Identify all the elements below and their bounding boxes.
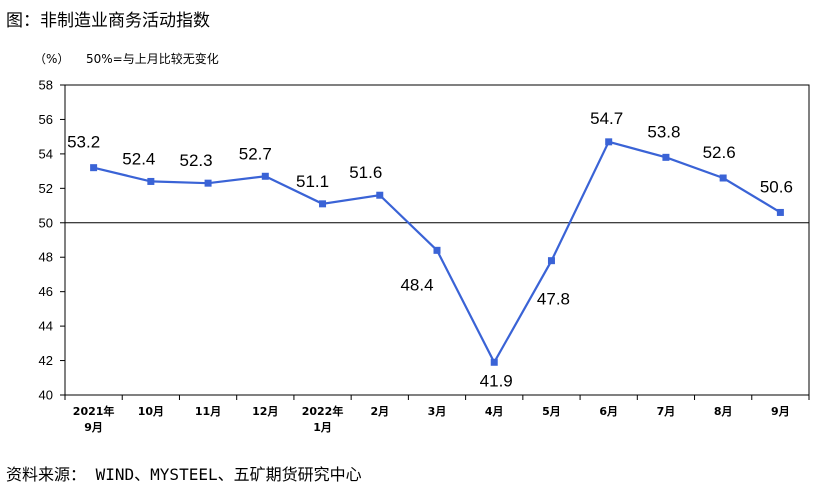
data-label: 52.7 — [239, 144, 272, 163]
y-axis: 40 42 44 46 48 50 52 54 56 58 — [39, 78, 65, 403]
data-point-marker — [776, 208, 784, 216]
x-tick-label: 3月 — [428, 405, 447, 418]
data-label: 50.6 — [760, 177, 793, 196]
x-tick-label: 11月 — [195, 405, 221, 418]
series-markers — [90, 138, 784, 366]
y-tick-label: 44 — [39, 319, 53, 334]
y-tick-label: 40 — [39, 388, 53, 403]
y-tick-label: 42 — [39, 353, 53, 368]
data-label: 48.4 — [400, 275, 433, 294]
data-label: 52.6 — [703, 143, 736, 162]
data-labels: 53.2 52.4 52.3 52.7 51.1 51.6 48.4 41.9 47.8 54.7… — [67, 109, 793, 390]
data-point-marker — [147, 177, 155, 185]
data-label: 51.1 — [296, 172, 329, 191]
y-tick-label: 54 — [39, 146, 53, 161]
data-point-marker — [204, 179, 212, 187]
x-tick-label: 5月 — [542, 405, 561, 418]
reference-note: 50%=与上月比较无变化 — [86, 52, 219, 66]
x-tick-label: 12月 — [252, 405, 278, 418]
y-tick-label: 46 — [39, 284, 53, 299]
data-label: 53.2 — [67, 133, 100, 152]
data-label: 41.9 — [480, 371, 513, 390]
x-tick-label: 6月 — [599, 405, 618, 418]
x-tick-label: 2022年 1月 — [302, 404, 344, 434]
data-label: 52.3 — [180, 151, 213, 170]
x-tick-label: 7月 — [657, 405, 676, 418]
x-tick-label: 2021年 9月 — [73, 404, 115, 434]
x-tick-label: 10月 — [138, 405, 164, 418]
x-tick-label: 2月 — [370, 405, 389, 418]
x-tick-label: 8月 — [714, 405, 733, 418]
data-label: 54.7 — [590, 109, 623, 128]
data-point-marker — [490, 358, 498, 366]
y-tick-label: 48 — [39, 250, 53, 265]
data-label: 52.4 — [122, 149, 155, 168]
source-note: 资料来源： WIND、MYSTEEL、五矿期货研究中心 — [6, 465, 362, 484]
data-label: 53.8 — [647, 122, 680, 141]
data-label: 47.8 — [537, 290, 570, 309]
data-point-marker — [605, 138, 613, 146]
x-tick-label: 9月 — [771, 405, 790, 418]
x-tick-label: 4月 — [485, 405, 504, 418]
data-point-marker — [319, 200, 327, 208]
data-point-marker — [719, 174, 727, 182]
data-point-marker — [547, 257, 555, 265]
y-axis-unit-label: （%） — [34, 52, 70, 66]
figure-title: 图：非制造业商务活动指数 — [6, 11, 210, 31]
x-axis: 2021年 9月 10月 11月 12月 2022年 1月 2月 3月 4月 5月 6月 7月 8月 9月 — [64, 395, 810, 434]
data-point-marker — [433, 246, 441, 254]
y-tick-label: 58 — [39, 78, 53, 93]
data-point-marker — [662, 153, 670, 161]
data-label: 51.6 — [349, 163, 382, 182]
y-tick-label: 56 — [39, 112, 53, 127]
y-tick-label: 50 — [39, 215, 53, 230]
data-point-marker — [261, 172, 269, 180]
plot-frame — [64, 84, 810, 396]
data-point-marker — [90, 164, 98, 172]
data-point-marker — [376, 191, 384, 199]
y-tick-label: 52 — [39, 181, 53, 196]
